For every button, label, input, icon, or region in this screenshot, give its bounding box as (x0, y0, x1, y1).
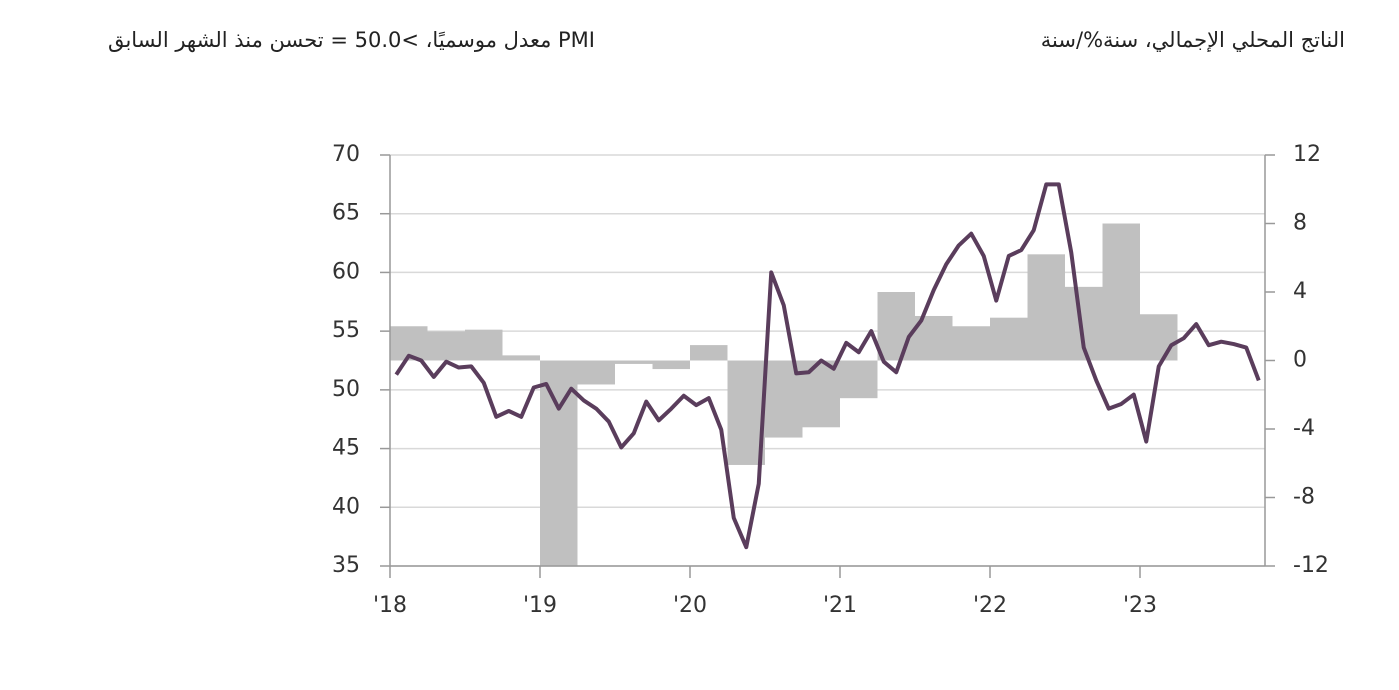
y-tick-label: 60 (332, 259, 360, 284)
y2-tick-label: 0 (1293, 348, 1307, 373)
bar (990, 317, 1028, 361)
bar (1140, 314, 1178, 361)
bar (690, 345, 728, 361)
bar (577, 360, 616, 385)
bar (1027, 254, 1066, 361)
y-tick-label: 40 (332, 494, 360, 519)
y2-tick-label: -4 (1293, 416, 1315, 441)
bar (427, 331, 466, 361)
y2-tick-label: 4 (1293, 279, 1307, 304)
x-tick-label: '19 (523, 593, 557, 618)
y-tick-label: 50 (332, 377, 360, 402)
bar (952, 326, 991, 361)
bar (1102, 223, 1141, 361)
bar (727, 360, 766, 465)
pmi-line (394, 182, 1261, 550)
y-tick-label: 70 (332, 142, 360, 167)
bar (540, 360, 578, 566)
y2-tick-label: 8 (1293, 211, 1307, 236)
y-tick-label: 55 (332, 318, 360, 343)
y-tick-label: 35 (332, 553, 360, 578)
x-tick-label: '23 (1123, 593, 1157, 618)
chart: 35 40 45 50 55 60 65 70 -12 -8 -4 0 4 8 12 '18 '19 '20 '21… (332, 142, 1329, 618)
right-axis-title: الناتج المحلي الإجمالي، سنة%/سنة (1040, 28, 1345, 52)
left-axis-title: PMI معدل موسميًا، >50.0 = تحسن منذ الشهر… (107, 28, 595, 52)
y2-tick-label: -12 (1293, 553, 1329, 578)
y-tick-label: 45 (332, 436, 360, 461)
bar (502, 355, 541, 361)
x-tick-label: '20 (673, 593, 707, 618)
y2-tick-label: -8 (1293, 485, 1315, 510)
bar (465, 329, 503, 361)
y-tick-label: 65 (332, 201, 360, 226)
bar (877, 292, 916, 361)
x-tick-label: '18 (373, 593, 407, 618)
x-tick-label: '21 (823, 593, 857, 618)
bar (615, 360, 653, 364)
bar (652, 360, 691, 370)
x-tick-label: '22 (973, 593, 1007, 618)
bar (840, 360, 878, 399)
y2-tick-label: 12 (1293, 142, 1321, 167)
